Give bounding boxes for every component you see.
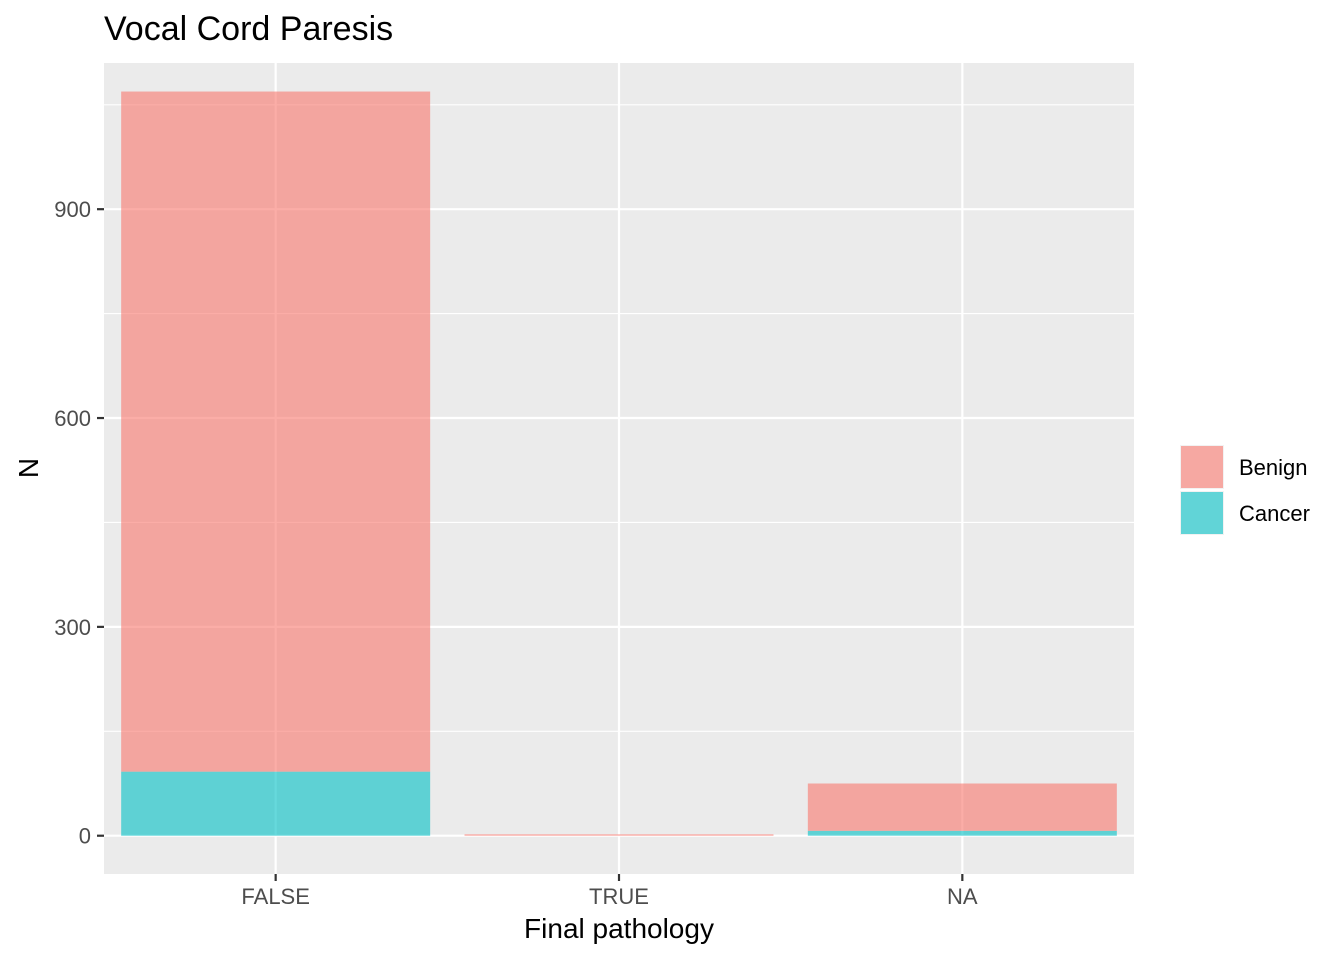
bar-cancer-na	[807, 830, 1117, 836]
x-tick-label: FALSE	[241, 884, 309, 909]
legend: Benign Cancer	[1180, 445, 1310, 535]
x-tick-label: NA	[947, 884, 978, 909]
x-axis: FALSE TRUE NA	[241, 874, 978, 909]
chart-title: Vocal Cord Paresis	[104, 10, 393, 48]
y-tick-label: 300	[54, 615, 91, 640]
bars	[121, 91, 1117, 836]
y-tick-label: 900	[54, 197, 91, 222]
legend-swatch	[1181, 492, 1223, 534]
legend-label: Cancer	[1239, 501, 1310, 526]
x-axis-title: Final pathology	[524, 913, 714, 944]
y-tick-label: 600	[54, 406, 91, 431]
y-tick-label: 0	[79, 824, 91, 849]
legend-label: Benign	[1239, 455, 1308, 480]
bar-cancer-false	[121, 771, 431, 836]
bar-benign-na	[807, 783, 1117, 831]
x-tick-label: TRUE	[589, 884, 649, 909]
y-axis-title: N	[13, 458, 44, 478]
legend-swatch	[1181, 446, 1223, 488]
y-axis: 0 300 600 900	[54, 197, 104, 849]
bar-benign-false	[121, 91, 431, 772]
bar-benign-true	[464, 834, 774, 836]
